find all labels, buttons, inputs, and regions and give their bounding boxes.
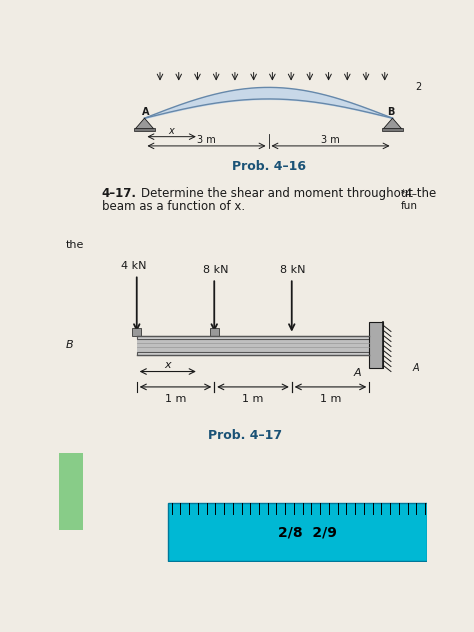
Bar [134,128,155,131]
Bar [132,329,141,336]
Text: A: A [413,363,419,374]
Bar [137,336,369,339]
Bar [382,128,403,131]
Text: 4 kN: 4 kN [121,262,147,271]
Text: 2/8  2/9: 2/8 2/9 [278,525,337,540]
Text: 1 m: 1 m [242,394,264,404]
Text: x: x [169,126,174,136]
Text: the: the [65,240,84,250]
Text: B: B [65,341,73,350]
Text: 2: 2 [416,82,422,92]
Bar [137,351,369,355]
Text: fun: fun [401,202,417,211]
Bar [369,322,383,368]
Text: 3 m: 3 m [197,135,216,145]
Text: A: A [142,107,150,117]
Text: 8 kN: 8 kN [280,265,306,276]
Text: Prob. 4–17: Prob. 4–17 [208,429,283,442]
Bar [168,503,427,561]
Text: 8 kN: 8 kN [202,265,228,276]
Text: B: B [387,107,395,117]
Bar [210,329,219,336]
Bar [59,453,82,530]
Polygon shape [135,118,154,129]
Text: x: x [164,360,171,370]
Polygon shape [383,118,402,129]
Bar [137,336,369,355]
Text: A: A [354,368,362,379]
Text: beam as a function of x.: beam as a function of x. [102,200,245,213]
Text: 3 m: 3 m [321,135,340,145]
Text: 4–17.: 4–17. [102,188,137,200]
Text: Prob. 4–16: Prob. 4–16 [231,160,306,173]
Text: *4–: *4– [401,189,417,199]
Text: 1 m: 1 m [320,394,341,404]
Text: Determine the shear and moment throughout the: Determine the shear and moment throughou… [141,188,436,200]
Text: 1 m: 1 m [165,394,186,404]
